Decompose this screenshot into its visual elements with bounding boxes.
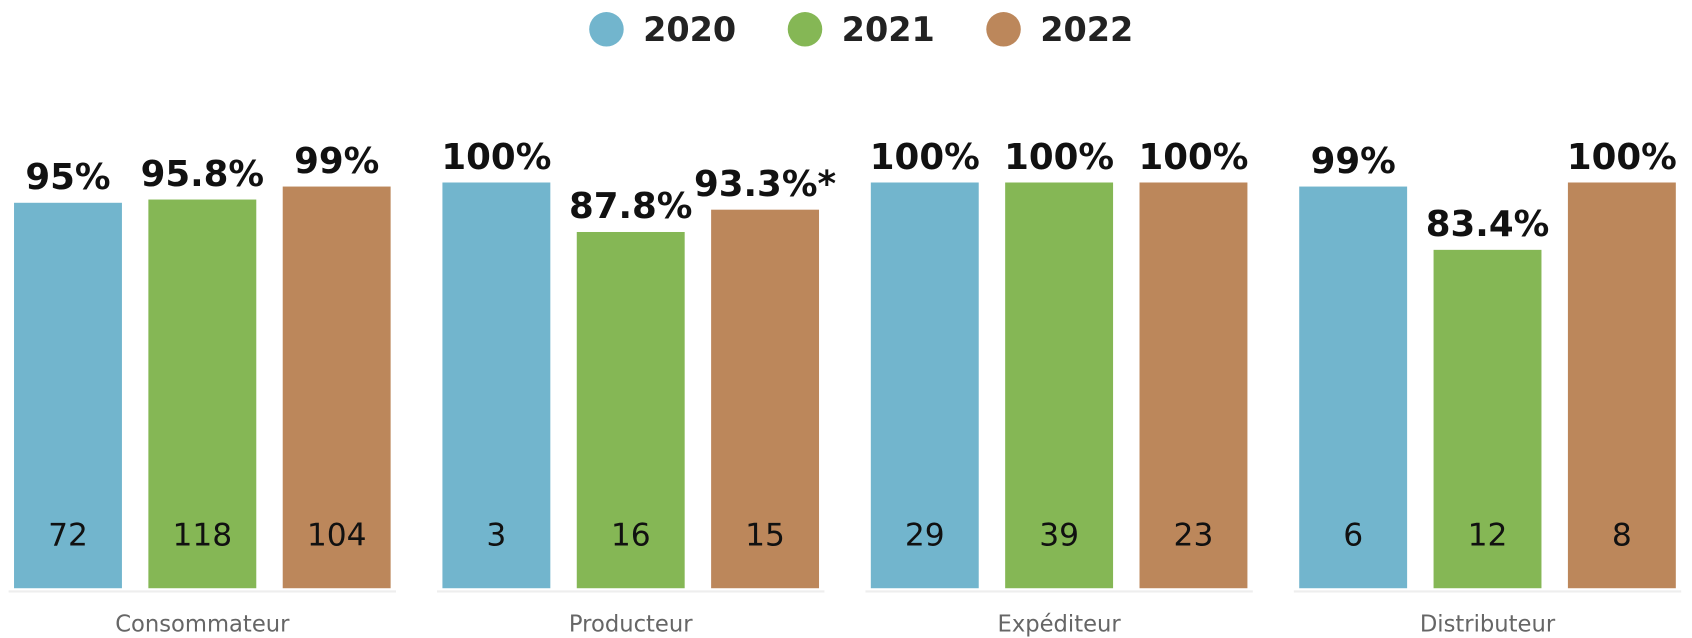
data-label: 83.4% [1426,204,1549,245]
count-label: 72 [48,517,88,553]
count-label: 8 [1612,517,1632,553]
data-label: 100% [1138,137,1248,178]
bar [870,182,979,589]
legend-label: 2020 [643,10,736,49]
data-label: 99% [1311,141,1396,182]
x-tick-label: Producteur [569,611,693,637]
legend-label: 2022 [1040,10,1133,49]
x-tick-label: Distributeur [1420,611,1556,637]
bar [711,209,820,589]
count-label: 16 [611,517,651,553]
legend-swatch [986,12,1021,47]
bar [1139,182,1248,589]
data-label: 95.8% [141,154,264,195]
legend-swatch [787,12,823,47]
bar [148,199,257,589]
bar [1433,249,1542,589]
count-label: 39 [1039,517,1079,553]
data-label: 100% [441,137,551,178]
count-label: 15 [745,517,785,553]
x-tick-label: Consommateur [115,611,290,637]
bar [1299,186,1408,589]
count-label: 29 [905,517,945,553]
data-label: 99% [294,141,379,182]
bar [576,231,685,589]
bar [282,186,391,589]
data-label: 100% [870,137,980,178]
count-label: 12 [1468,517,1508,553]
legend-label: 2021 [842,10,935,49]
count-label: 6 [1343,517,1363,553]
count-label: 3 [486,517,506,553]
data-label: 100% [1567,137,1677,178]
data-label: 87.8% [569,186,692,227]
count-label: 104 [307,517,367,553]
x-tick-label: Expéditeur [998,611,1122,637]
legend-swatch [589,12,624,47]
bar [1005,182,1114,589]
bar [1567,182,1676,589]
data-label: 100% [1004,137,1114,178]
data-label: 95% [25,157,110,198]
data-label: 93.3%* [694,164,836,205]
count-label: 118 [172,517,232,553]
bar [442,182,551,589]
count-label: 23 [1174,517,1214,553]
bar [14,202,122,589]
